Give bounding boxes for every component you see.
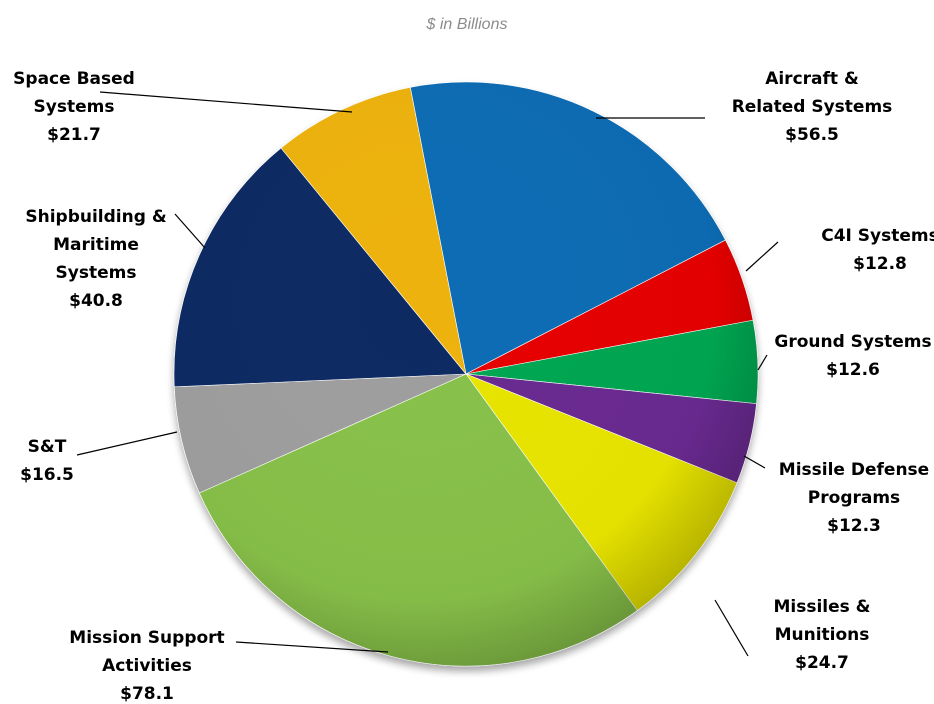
slice-name-label-7: Maritime [53,235,139,255]
leader-line-4 [714,599,749,657]
slice-value-label-5: $78.1 [120,684,174,704]
leader-line-7 [174,213,206,249]
pie-shading [174,82,758,666]
slice-name-label-7: Shipbuilding & [25,207,166,227]
slice-name-label-7: Systems [56,263,137,283]
slice-value-label-0: $56.5 [785,125,839,145]
slice-label-2: Ground Systems $12.6 [774,332,931,380]
leader-line-2 [757,354,768,371]
slice-label-3: Missile Defense Programs $12.3 [779,460,929,536]
slice-value-label-1: $12.8 [853,254,907,274]
slice-value-label-4: $24.7 [795,653,849,673]
slice-name-label-4: Missiles & [773,597,870,617]
slice-value-label-3: $12.3 [827,516,881,536]
slice-name-label-1: C4I Systems [821,226,934,246]
slice-name-label-0: Aircraft & [765,69,859,89]
chart-subtitle: $ in Billions [426,16,508,33]
leader-lines [76,91,779,657]
slice-labels: Aircraft & Related Systems $56.5 C4I System… [13,69,934,704]
slice-value-label-2: $12.6 [826,360,880,380]
slice-label-1: C4I Systems $12.8 [821,226,934,274]
slice-label-7: Shipbuilding & Maritime Systems $40.8 [25,207,166,311]
slice-name-label-2: Ground Systems [774,332,931,352]
slice-label-6: S&T $16.5 [20,437,74,485]
slice-label-4: Missiles & Munitions $24.7 [773,597,870,673]
leader-line-6 [76,431,178,456]
slice-value-label-7: $40.8 [69,291,123,311]
slice-value-label-6: $16.5 [20,465,74,485]
slice-value-label-8: $21.7 [47,125,101,145]
leader-line-5 [235,641,389,653]
slice-name-label-6: S&T [28,437,67,457]
leader-line-3 [743,455,766,469]
slice-label-5: Mission Support Activities $78.1 [69,628,224,704]
slice-name-label-5: Mission Support [69,628,224,648]
slice-label-0: Aircraft & Related Systems $56.5 [732,69,893,145]
slice-name-label-3: Missile Defense [779,460,929,480]
leader-line-8 [99,91,353,113]
slice-name-label-3: Programs [808,488,900,508]
leader-line-1 [745,241,779,272]
slice-name-label-4: Munitions [775,625,870,645]
slice-name-label-8: Systems [34,97,115,117]
slice-name-label-5: Activities [102,656,192,676]
slice-name-label-8: Space Based [13,69,135,89]
slice-label-8: Space Based Systems $21.7 [13,69,135,145]
slice-name-label-0: Related Systems [732,97,893,117]
